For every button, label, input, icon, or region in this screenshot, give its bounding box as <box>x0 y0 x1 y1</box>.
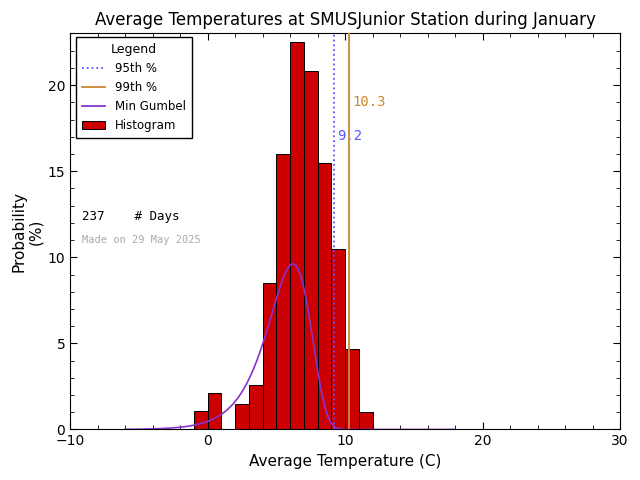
Legend: 95th %, 99th %, Min Gumbel, Histogram: 95th %, 99th %, Min Gumbel, Histogram <box>76 37 191 138</box>
Text: 10.3: 10.3 <box>353 95 386 109</box>
Text: 9.2: 9.2 <box>337 129 363 143</box>
Bar <box>262 283 276 430</box>
Y-axis label: Probability
(%): Probability (%) <box>11 191 44 272</box>
Text: Made on 29 May 2025: Made on 29 May 2025 <box>83 235 201 245</box>
Bar <box>359 412 372 430</box>
Title: Average Temperatures at SMUSJunior Station during January: Average Temperatures at SMUSJunior Stati… <box>95 11 596 29</box>
X-axis label: Average Temperature (C): Average Temperature (C) <box>249 454 442 469</box>
Bar <box>276 154 290 430</box>
Bar <box>207 393 221 430</box>
Bar <box>304 72 317 430</box>
Bar <box>317 163 332 430</box>
Bar <box>345 348 359 430</box>
Bar <box>235 404 249 430</box>
Text: 237    # Days: 237 # Days <box>83 210 180 223</box>
Bar <box>332 249 345 430</box>
Bar <box>249 384 262 430</box>
Bar <box>290 42 304 430</box>
Bar <box>194 410 207 430</box>
